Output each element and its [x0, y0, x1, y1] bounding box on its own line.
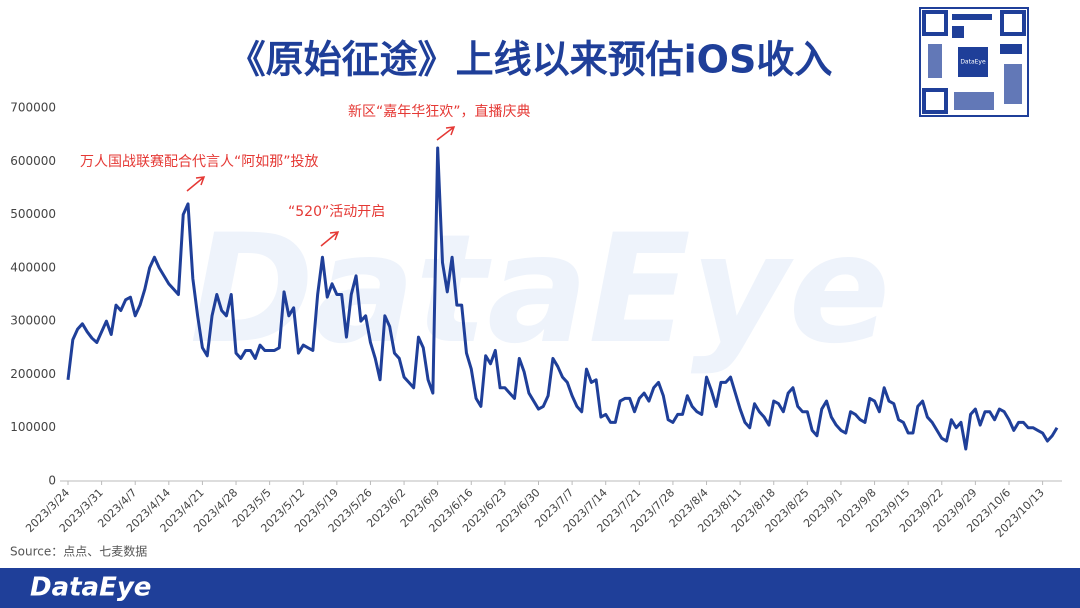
qr-label: DataEye	[960, 59, 986, 66]
y-tick-label: 700000	[10, 101, 56, 115]
y-tick-label: 600000	[10, 154, 56, 168]
y-tick-label: 400000	[10, 260, 56, 274]
source: Source：点点、七麦数据	[10, 544, 147, 559]
qr-code	[919, 7, 1029, 117]
brand: DataEye	[30, 573, 151, 603]
chart-title: 《原始征途》上线以来预估iOS收入	[228, 38, 833, 82]
y-tick-label: 200000	[10, 367, 56, 381]
watermark: DataEye	[190, 203, 891, 377]
y-tick-label: 300000	[10, 314, 56, 328]
y-tick-label: 500000	[10, 207, 56, 221]
y-tick-label: 100000	[10, 420, 56, 434]
annotation: 新区“嘉年华狂欢”，直播庆典	[348, 103, 531, 120]
y-tick-label: 0	[48, 474, 56, 488]
line-series	[66, 146, 1059, 451]
annotation: 万人国战联赛配合代言人“阿如那”投放	[80, 154, 319, 170]
annotation: “520”活动开启	[288, 204, 385, 220]
annotation-arrows	[186, 126, 456, 247]
footer-bar	[0, 568, 1080, 608]
